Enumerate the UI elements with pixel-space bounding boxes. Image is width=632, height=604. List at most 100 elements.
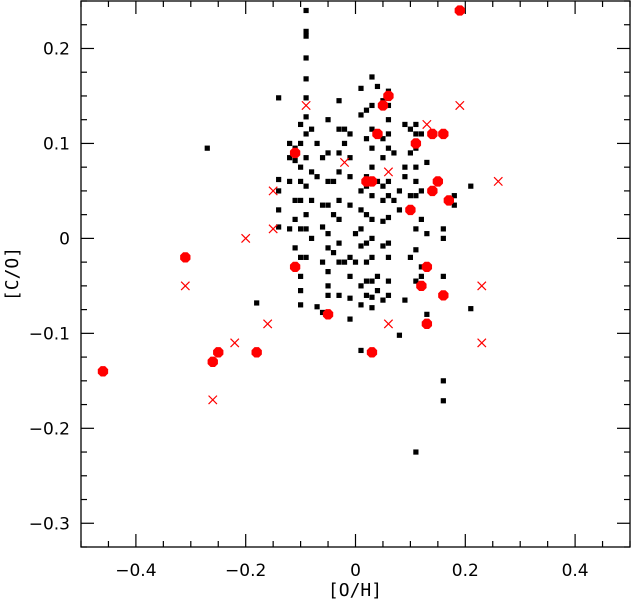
square-marker — [358, 112, 364, 118]
square-marker — [336, 126, 342, 132]
square-marker — [407, 150, 413, 156]
square-marker — [276, 95, 282, 101]
cross-marker — [477, 338, 487, 348]
circle-marker — [322, 309, 334, 320]
square-marker — [363, 259, 370, 265]
square-marker — [287, 178, 293, 185]
square-marker — [303, 95, 309, 101]
square-marker — [347, 174, 353, 180]
square-marker — [413, 121, 419, 128]
square-marker — [303, 131, 309, 137]
square-marker — [276, 188, 282, 194]
square-marker — [298, 302, 304, 308]
square-marker — [347, 273, 353, 279]
x-tick-label: −0.4 — [115, 561, 156, 581]
square-marker — [363, 136, 370, 142]
square-marker — [308, 126, 315, 132]
square-marker — [319, 224, 326, 230]
square-marker — [287, 226, 293, 232]
square-marker — [391, 197, 397, 204]
square-marker — [396, 188, 403, 194]
cross-marker — [268, 186, 278, 196]
square-marker — [347, 295, 353, 301]
square-marker — [298, 121, 304, 128]
circle-marker — [289, 261, 301, 273]
square-marker — [325, 231, 331, 237]
square-marker — [336, 216, 342, 222]
circle-marker — [377, 100, 389, 111]
square-marker — [413, 193, 419, 199]
square-marker — [440, 273, 446, 279]
square-marker — [413, 449, 419, 455]
square-marker — [336, 259, 342, 265]
square-marker — [451, 202, 457, 208]
circle-marker — [180, 252, 191, 263]
square-marker — [303, 226, 309, 232]
square-marker — [298, 273, 304, 279]
square-marker — [396, 332, 403, 338]
square-marker — [325, 150, 331, 156]
square-marker — [292, 197, 298, 204]
square-marker — [413, 226, 419, 232]
square-marker — [341, 140, 348, 147]
square-marker — [385, 193, 392, 199]
square-marker — [254, 300, 260, 306]
circle-marker — [366, 347, 378, 358]
square-marker — [369, 74, 375, 80]
square-marker — [303, 155, 309, 161]
square-marker — [385, 117, 392, 123]
square-marker — [336, 98, 342, 104]
square-marker — [369, 164, 375, 170]
square-marker — [308, 169, 315, 175]
square-marker — [402, 164, 408, 170]
circle-marker — [97, 366, 109, 377]
square-marker — [440, 378, 446, 384]
square-marker — [358, 347, 364, 354]
square-marker — [380, 243, 386, 249]
square-marker — [380, 183, 386, 189]
circle-marker — [427, 128, 438, 140]
circle-marker — [405, 204, 416, 216]
square-marker — [424, 311, 430, 317]
square-marker — [385, 292, 392, 298]
square-marker — [330, 212, 337, 218]
square-marker — [374, 273, 381, 279]
square-marker — [363, 212, 370, 218]
square-marker — [468, 306, 474, 312]
y-tick-label: 0.2 — [43, 39, 70, 59]
square-marker — [385, 214, 392, 221]
square-marker — [380, 136, 386, 142]
circle-marker — [372, 128, 383, 140]
square-marker — [358, 188, 364, 194]
square-marker — [358, 302, 364, 308]
square-marker — [363, 292, 370, 298]
square-marker — [292, 245, 298, 251]
square-marker — [424, 231, 430, 237]
square-marker — [347, 155, 353, 161]
square-marker — [303, 76, 309, 82]
square-marker — [369, 193, 375, 199]
square-marker — [418, 131, 424, 137]
square-marker — [391, 150, 397, 156]
square-marker — [402, 297, 408, 303]
cross-marker — [477, 281, 487, 291]
square-marker — [418, 216, 424, 222]
square-marker — [325, 245, 331, 251]
square-marker — [363, 240, 370, 246]
x-axis-title: [O/H] — [328, 580, 382, 601]
cross-marker — [208, 395, 218, 405]
cross-marker — [230, 338, 240, 348]
cross-marker — [268, 224, 278, 234]
square-marker — [385, 254, 392, 260]
square-marker — [385, 131, 392, 137]
square-marker — [319, 202, 326, 208]
square-marker — [369, 278, 375, 284]
square-marker — [413, 278, 419, 284]
square-marker — [298, 254, 304, 260]
square-marker — [363, 278, 370, 284]
square-marker — [341, 126, 348, 132]
square-marker — [336, 240, 342, 246]
x-tick-label: 0 — [350, 561, 361, 581]
square-marker — [385, 178, 392, 185]
circle-marker — [207, 356, 218, 368]
